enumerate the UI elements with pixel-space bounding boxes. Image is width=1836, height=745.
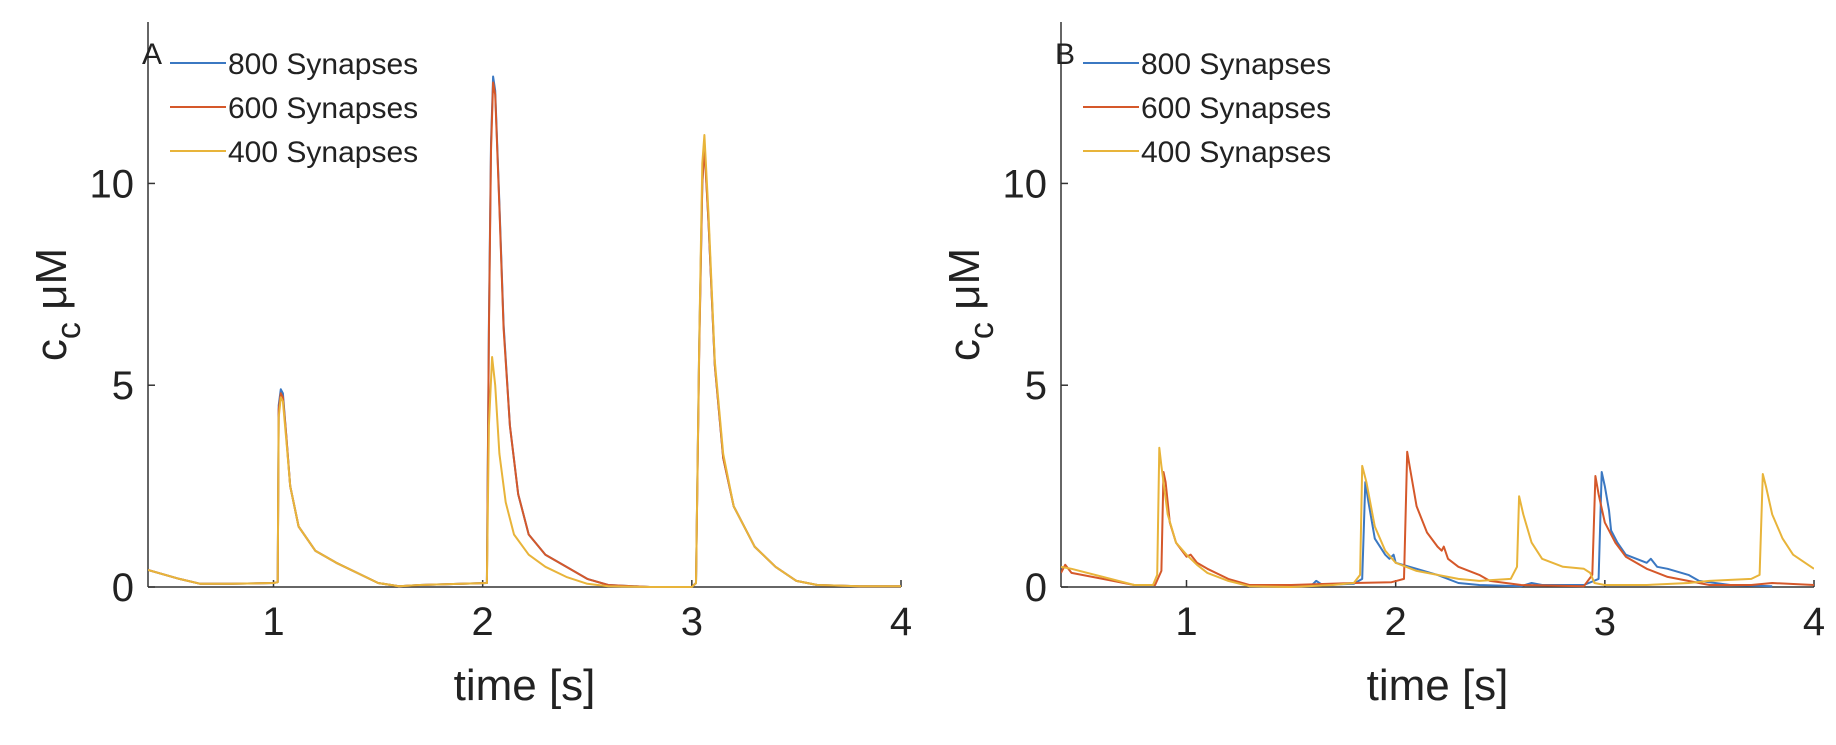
legend-entry-label: 600 Synapses (1141, 92, 1331, 125)
legend-entry-label: 800 Synapses (1141, 48, 1331, 81)
series-line-400-synapses (148, 134, 901, 588)
x-tick-label: 2 (1385, 600, 1407, 644)
panel-label-b: B (1055, 38, 1075, 71)
x-tick-label: 4 (1803, 600, 1825, 644)
x-tick-label: 1 (1175, 600, 1197, 644)
x-axis-label: time [s] (454, 661, 596, 710)
y-axis-label: cc μM (940, 248, 1001, 361)
x-tick-label: 3 (681, 600, 703, 644)
y-tick-label: 10 (1003, 162, 1048, 206)
legend: 800 Synapses 600 Synapses 400 Synapses (170, 48, 418, 169)
legend-entry-label: 800 Synapses (228, 48, 418, 81)
y-tick-label: 10 (90, 162, 135, 206)
legend-entry-label: 400 Synapses (228, 136, 418, 169)
y-tick-label: 0 (112, 566, 134, 610)
legend: 800 Synapses 600 Synapses 400 Synapses (1083, 48, 1331, 169)
series-line-800-synapses (1280, 471, 1773, 588)
legend-entry-label: 600 Synapses (228, 92, 418, 125)
x-axis-label: time [s] (1367, 661, 1509, 710)
y-tick-label: 5 (112, 364, 134, 408)
x-tick-label: 2 (472, 600, 494, 644)
y-tick-label: 0 (1025, 566, 1047, 610)
y-axis-label: cc μM (27, 248, 88, 361)
x-tick-label: 1 (262, 600, 284, 644)
series-line-600-synapses (1061, 450, 1814, 588)
x-tick-label: 4 (890, 600, 912, 644)
panel-label-a: A (142, 38, 162, 71)
chart-panel-b: 1 2 3 4 0 5 10 time [s] cc μM B 800 Synapses 600 Sy… (940, 22, 1825, 710)
chart-panel-a: 1 2 3 4 0 5 10 time [s] cc μM A 800 Synapses 600 Sy… (27, 22, 912, 710)
y-tick-label: 5 (1025, 364, 1047, 408)
x-tick-label: 3 (1594, 600, 1616, 644)
series-line-400-synapses (1061, 446, 1814, 588)
legend-entry-label: 400 Synapses (1141, 136, 1331, 169)
